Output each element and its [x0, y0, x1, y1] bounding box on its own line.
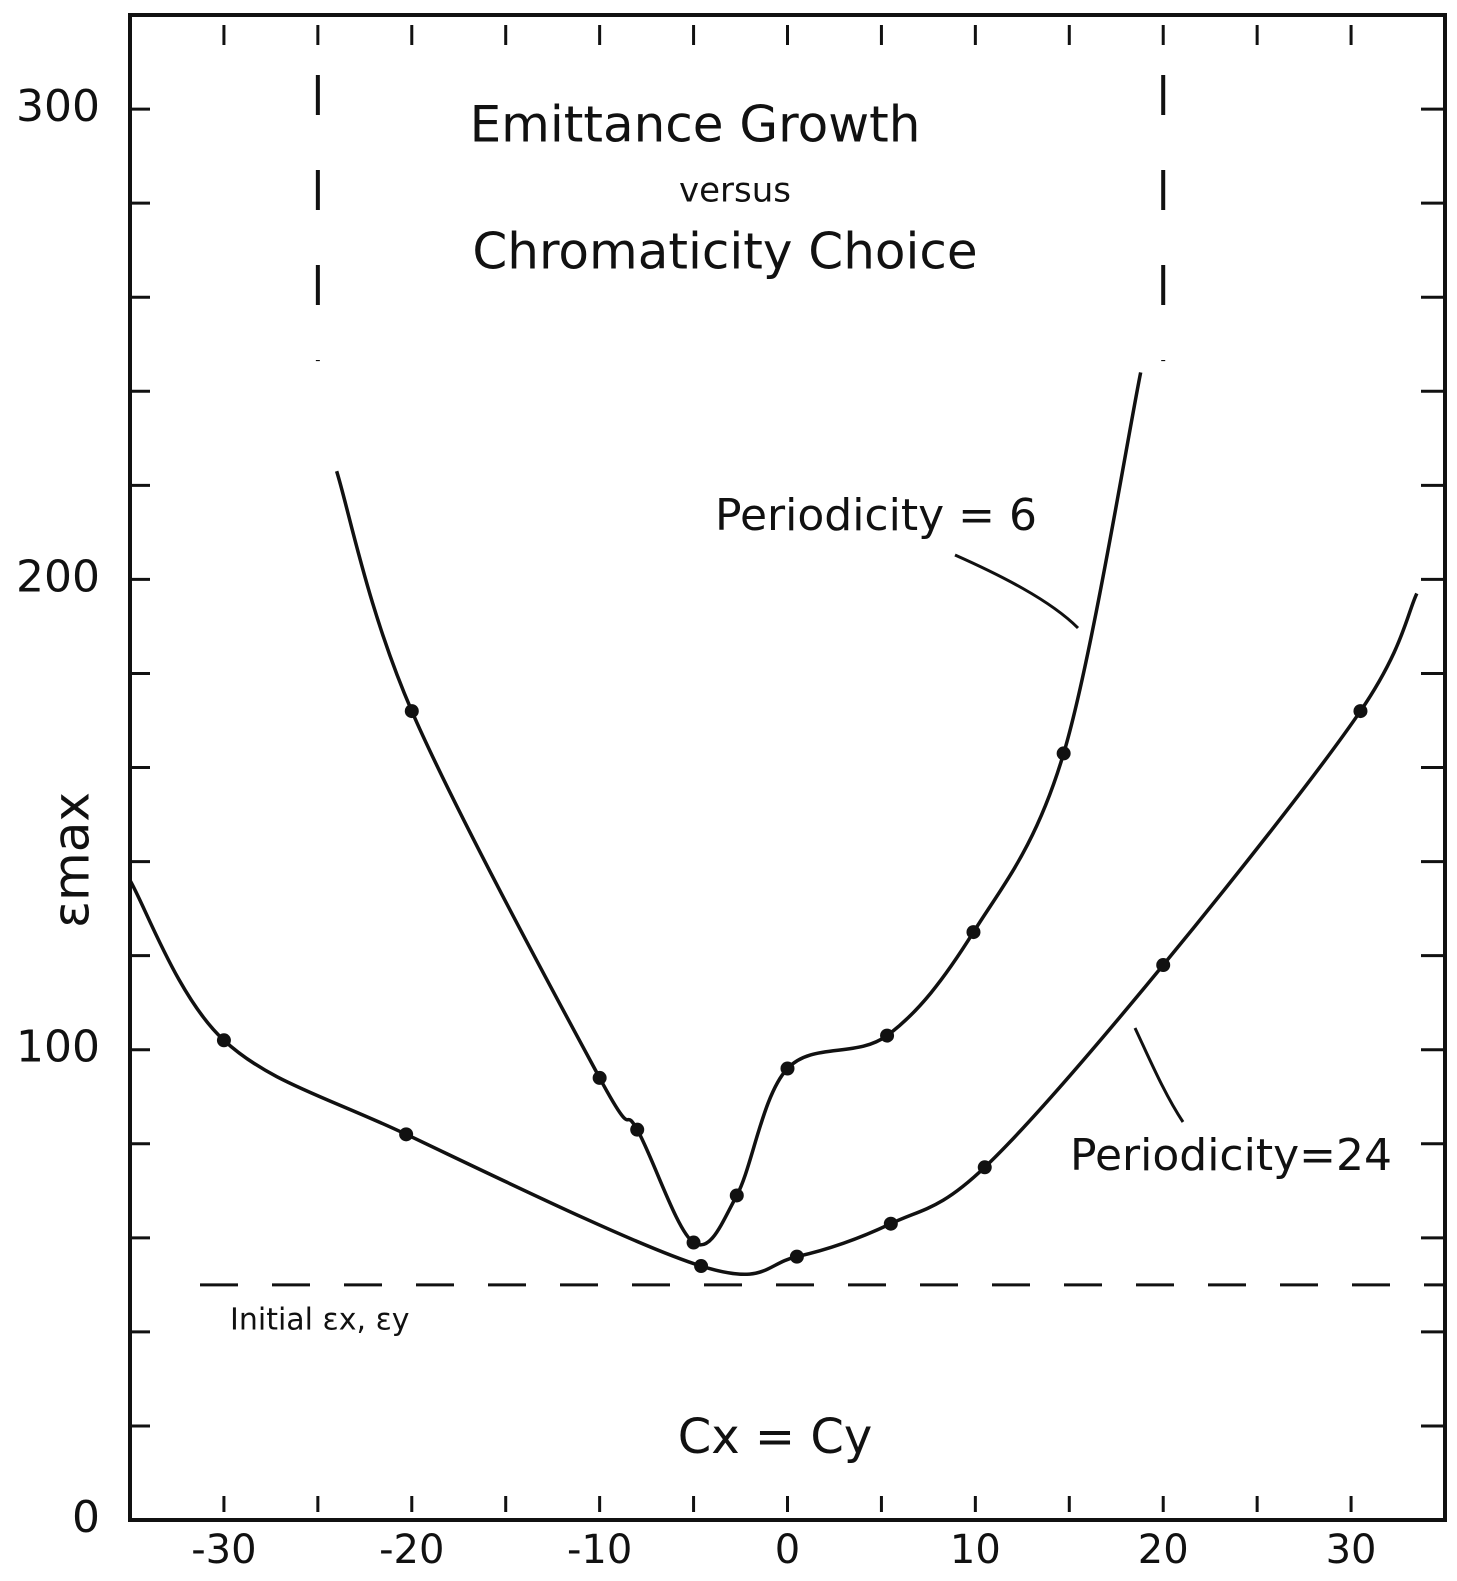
title-line: Chromaticity Choice [472, 223, 977, 281]
label-leader [1133, 1027, 1185, 1123]
data-point [883, 1216, 898, 1231]
data-point [1156, 958, 1171, 973]
x-tick-label: 20 [1138, 1527, 1189, 1573]
data-point [404, 704, 419, 719]
data-point [686, 1235, 701, 1250]
series-label: Periodicity=24 [1070, 1130, 1392, 1181]
data-point [592, 1070, 607, 1085]
y-tick-label: 200 [16, 551, 100, 602]
data-point [1056, 746, 1071, 761]
x-tick-label: -30 [191, 1527, 256, 1573]
data-point [630, 1122, 645, 1137]
title-line: versus [679, 171, 791, 211]
data-point [1353, 704, 1368, 719]
data-point [880, 1028, 895, 1043]
x-tick-label: -10 [567, 1527, 632, 1573]
data-point [216, 1033, 231, 1048]
title-line: Emittance Growth [470, 96, 921, 154]
x-tick-label: -20 [379, 1527, 444, 1573]
data-point [789, 1249, 804, 1264]
data-point [977, 1160, 992, 1175]
data-point [729, 1188, 744, 1203]
y-tick-label: 0 [72, 1492, 100, 1543]
data-point [780, 1061, 795, 1076]
data-point [694, 1259, 709, 1274]
series-label: Periodicity = 6 [715, 490, 1037, 541]
data-point [399, 1127, 414, 1142]
data-point [966, 925, 981, 940]
label-leader [954, 553, 1080, 630]
x-axis-label: Cx = Cy [678, 1409, 873, 1465]
y-axis-label: εmax [43, 792, 101, 928]
series-line [128, 592, 1419, 1276]
x-tick-label: 30 [1326, 1527, 1377, 1573]
y-tick-label: 300 [16, 81, 100, 132]
x-tick-label: 10 [950, 1527, 1001, 1573]
y-tick-label: 100 [16, 1022, 100, 1073]
x-tick-label: 0 [775, 1527, 800, 1573]
reference-label: Initial εx, εy [230, 1302, 410, 1337]
